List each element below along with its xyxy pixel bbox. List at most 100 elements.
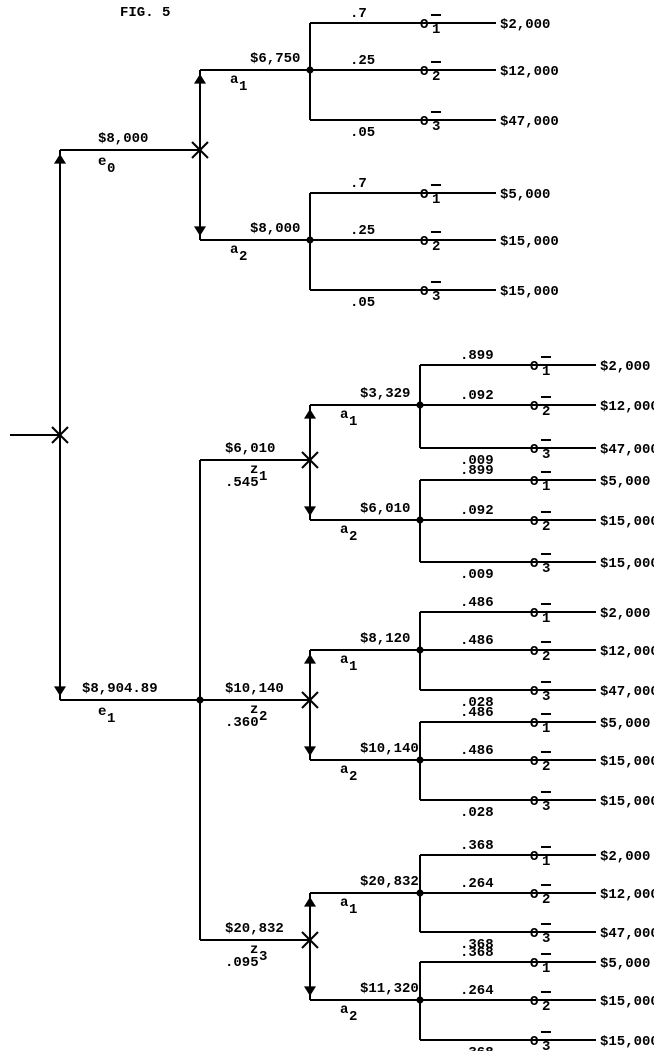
svg-text:3: 3 xyxy=(259,949,267,965)
svg-text:a: a xyxy=(340,1002,349,1018)
svg-text:.545: .545 xyxy=(225,475,259,491)
svg-text:$12,000: $12,000 xyxy=(500,64,559,80)
svg-text:e: e xyxy=(98,704,106,720)
svg-text:Θ: Θ xyxy=(420,234,428,250)
svg-text:$6,750: $6,750 xyxy=(250,51,300,67)
svg-text:.05: .05 xyxy=(350,295,375,311)
svg-text:$5,000: $5,000 xyxy=(600,716,650,732)
svg-text:.368: .368 xyxy=(460,838,494,854)
svg-text:.009: .009 xyxy=(460,567,494,583)
svg-text:$8,000: $8,000 xyxy=(98,131,148,147)
svg-text:.092: .092 xyxy=(460,503,494,519)
svg-text:Θ: Θ xyxy=(530,754,538,770)
svg-text:FIG. 5: FIG. 5 xyxy=(120,5,170,21)
svg-text:.486: .486 xyxy=(460,705,494,721)
svg-text:Θ: Θ xyxy=(530,359,538,375)
svg-text:.360: .360 xyxy=(225,715,259,731)
svg-text:2: 2 xyxy=(432,239,440,255)
svg-text:$20,832: $20,832 xyxy=(360,874,419,890)
svg-text:$12,000: $12,000 xyxy=(600,887,654,903)
svg-text:2: 2 xyxy=(432,69,440,85)
svg-text:.7: .7 xyxy=(350,6,367,22)
svg-text:2: 2 xyxy=(542,649,550,665)
svg-text:.092: .092 xyxy=(460,388,494,404)
svg-text:$6,010: $6,010 xyxy=(360,501,410,517)
svg-text:.368: .368 xyxy=(460,1045,494,1051)
svg-text:Θ: Θ xyxy=(530,442,538,458)
svg-text:$15,000: $15,000 xyxy=(500,284,559,300)
svg-text:1: 1 xyxy=(259,469,267,485)
svg-text:a: a xyxy=(340,652,349,668)
svg-text:2: 2 xyxy=(542,404,550,420)
svg-text:a: a xyxy=(340,895,349,911)
svg-text:$15,000: $15,000 xyxy=(600,1034,654,1050)
svg-text:$15,000: $15,000 xyxy=(600,556,654,572)
svg-text:Θ: Θ xyxy=(530,606,538,622)
svg-text:1: 1 xyxy=(542,961,550,977)
svg-text:$15,000: $15,000 xyxy=(600,514,654,530)
svg-text:Θ: Θ xyxy=(530,849,538,865)
svg-text:.368: .368 xyxy=(460,945,494,961)
svg-text:$15,000: $15,000 xyxy=(600,794,654,810)
svg-text:.486: .486 xyxy=(460,595,494,611)
svg-text:1: 1 xyxy=(239,79,247,95)
svg-text:$2,000: $2,000 xyxy=(600,849,650,865)
svg-text:$12,000: $12,000 xyxy=(600,644,654,660)
svg-text:$47,000: $47,000 xyxy=(600,442,654,458)
svg-text:1: 1 xyxy=(542,479,550,495)
svg-text:1: 1 xyxy=(432,192,440,208)
svg-text:Θ: Θ xyxy=(420,64,428,80)
svg-text:0: 0 xyxy=(107,161,115,177)
svg-text:Θ: Θ xyxy=(530,956,538,972)
svg-text:a: a xyxy=(340,522,349,538)
svg-text:Θ: Θ xyxy=(530,644,538,660)
svg-text:.264: .264 xyxy=(460,983,494,999)
svg-text:2: 2 xyxy=(349,529,357,545)
svg-text:2: 2 xyxy=(349,769,357,785)
svg-text:$15,000: $15,000 xyxy=(600,994,654,1010)
svg-text:Θ: Θ xyxy=(530,887,538,903)
svg-text:3: 3 xyxy=(432,119,440,135)
svg-text:2: 2 xyxy=(542,519,550,535)
svg-text:$47,000: $47,000 xyxy=(600,684,654,700)
svg-text:2: 2 xyxy=(239,249,247,265)
svg-text:2: 2 xyxy=(542,759,550,775)
svg-text:3: 3 xyxy=(542,689,550,705)
svg-text:Θ: Θ xyxy=(530,399,538,415)
svg-text:3: 3 xyxy=(542,1039,550,1051)
svg-text:.486: .486 xyxy=(460,743,494,759)
svg-text:2: 2 xyxy=(542,892,550,908)
svg-text:$2,000: $2,000 xyxy=(600,359,650,375)
svg-text:a: a xyxy=(340,407,349,423)
svg-text:.028: .028 xyxy=(460,805,494,821)
svg-text:.486: .486 xyxy=(460,633,494,649)
svg-text:1: 1 xyxy=(349,902,357,918)
svg-text:$5,000: $5,000 xyxy=(500,187,550,203)
svg-text:Θ: Θ xyxy=(530,994,538,1010)
svg-text:.264: .264 xyxy=(460,876,494,892)
svg-text:Θ: Θ xyxy=(530,556,538,572)
decision-tree: FIG. 5$8,000e0a1$6,750.7Θ1$2,000.25Θ2$12… xyxy=(0,0,654,1051)
svg-text:Θ: Θ xyxy=(530,1034,538,1050)
svg-text:Θ: Θ xyxy=(530,474,538,490)
svg-text:$8,000: $8,000 xyxy=(250,221,300,237)
svg-text:.095: .095 xyxy=(225,955,259,971)
svg-text:1: 1 xyxy=(107,711,115,727)
svg-text:3: 3 xyxy=(432,289,440,305)
svg-text:Θ: Θ xyxy=(530,684,538,700)
svg-text:$2,000: $2,000 xyxy=(600,606,650,622)
svg-text:.05: .05 xyxy=(350,125,375,141)
svg-text:$3,329: $3,329 xyxy=(360,386,410,402)
svg-text:Θ: Θ xyxy=(530,794,538,810)
svg-text:1: 1 xyxy=(349,659,357,675)
svg-text:1: 1 xyxy=(542,611,550,627)
svg-text:$15,000: $15,000 xyxy=(600,754,654,770)
svg-text:.899: .899 xyxy=(460,348,494,364)
svg-text:a: a xyxy=(230,242,239,258)
svg-text:1: 1 xyxy=(432,22,440,38)
svg-text:$5,000: $5,000 xyxy=(600,474,650,490)
svg-text:2: 2 xyxy=(542,999,550,1015)
svg-text:3: 3 xyxy=(542,561,550,577)
svg-text:$2,000: $2,000 xyxy=(500,17,550,33)
svg-text:$11,320: $11,320 xyxy=(360,981,419,997)
